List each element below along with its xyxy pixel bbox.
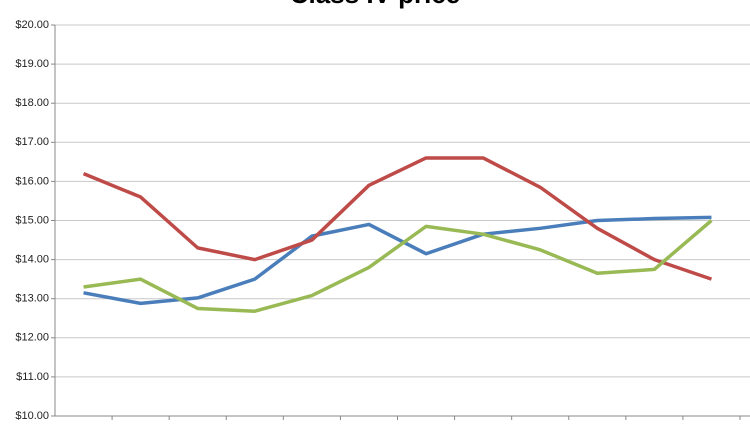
- chart-title: Class IV price: [290, 0, 461, 9]
- series-line: [83, 219, 713, 313]
- y-tick-label: $13.00: [15, 293, 49, 305]
- y-tick-label: $10.00: [15, 410, 49, 422]
- y-tick-label: $16.00: [15, 175, 49, 187]
- series-line: [83, 215, 712, 306]
- y-tick-label: $15.00: [15, 214, 49, 226]
- y-tick-label: $20.00: [15, 19, 49, 31]
- y-tick-label: $14.00: [15, 254, 49, 266]
- series-line: [82, 156, 713, 281]
- y-tick-label: $12.00: [15, 332, 49, 344]
- y-tick-label: $17.00: [15, 136, 49, 148]
- y-tick-label: $11.00: [16, 371, 49, 383]
- y-tick-label: $19.00: [15, 58, 49, 70]
- y-tick-label: $18.00: [15, 97, 49, 109]
